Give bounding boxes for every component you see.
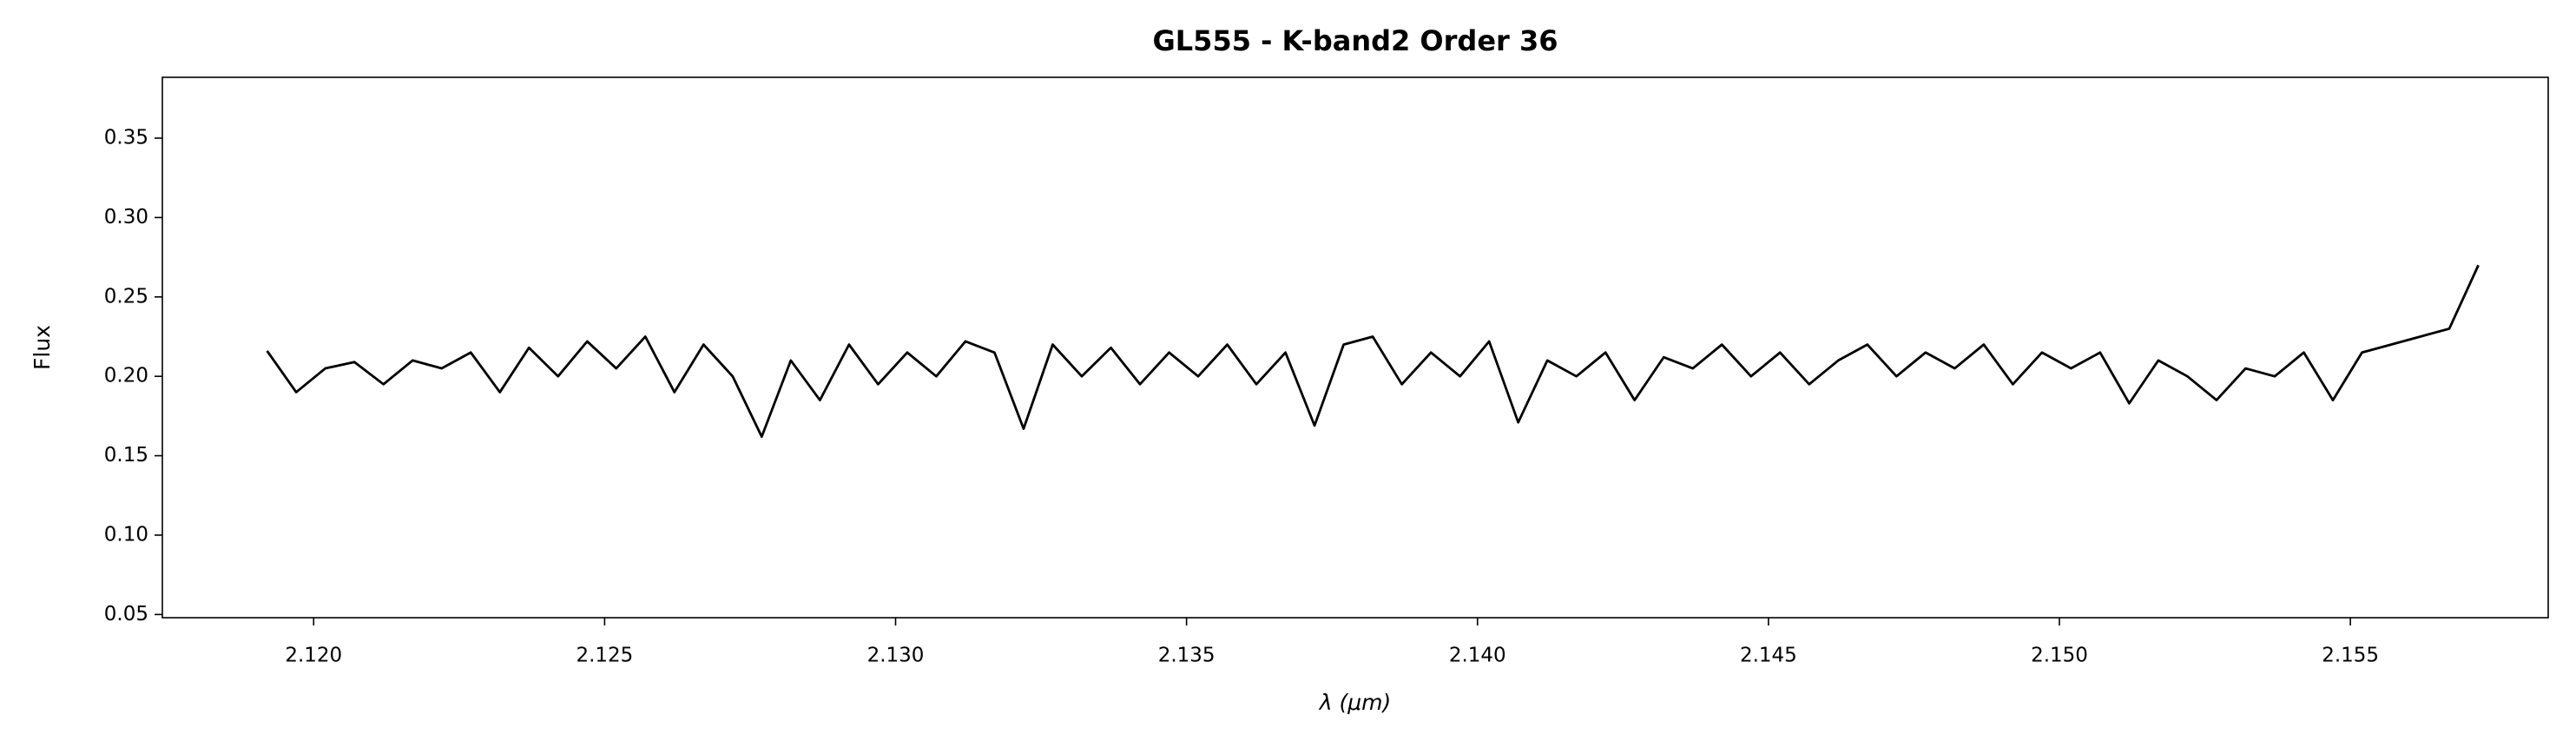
- y-tick-label: 0.25: [104, 285, 148, 308]
- x-tick-label: 2.135: [1158, 645, 1216, 667]
- x-tick-label: 2.125: [576, 645, 633, 667]
- y-tick-label: 0.05: [104, 603, 148, 626]
- chart-title: GL555 - K-band2 Order 36: [1153, 24, 1558, 57]
- y-tick-label: 0.15: [104, 444, 148, 467]
- x-tick-label: 2.150: [2031, 645, 2088, 667]
- x-tick-label: 2.155: [2322, 645, 2379, 667]
- y-axis-label: Flux: [30, 325, 55, 370]
- y-tick-label: 0.20: [104, 365, 148, 387]
- plot-frame: [161, 76, 2549, 619]
- x-tick-label: 2.145: [1740, 645, 1797, 667]
- x-tick-label: 2.130: [867, 645, 925, 667]
- y-tick-label: 0.30: [104, 206, 148, 228]
- y-tick-label: 0.35: [104, 127, 148, 149]
- spectrum-line: [266, 264, 2480, 439]
- x-tick-label: 2.120: [285, 645, 342, 667]
- x-tick-label: 2.140: [1449, 645, 1506, 667]
- x-axis-label: λ (μm): [1318, 690, 1392, 715]
- y-tick-label: 0.10: [104, 523, 148, 546]
